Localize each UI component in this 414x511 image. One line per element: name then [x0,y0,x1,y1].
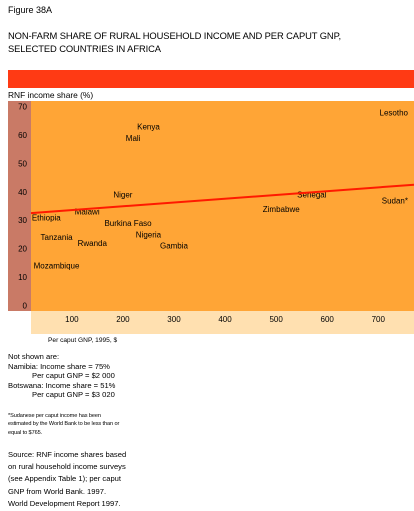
figure-title-line-2: SELECTED COUNTRIES IN AFRICA [8,43,161,54]
y-tick-label: 60 [18,131,27,140]
x-axis-background [31,311,414,334]
country-label: Ethiopia [32,213,61,222]
country-label: Mozambique [34,262,80,271]
source-line: on rural household income surveys [8,462,126,472]
country-label: Zimbabwe [263,205,300,214]
trend-line [30,183,414,215]
x-tick-label: 700 [372,315,386,324]
botswana-gnp: Per caput GNP = $3 020 [32,390,115,400]
y-tick-label: 30 [18,216,27,225]
plot-area [31,101,414,311]
x-tick-label: 100 [65,315,79,324]
source-line: GNP from World Bank. 1997. [8,486,107,496]
footnote-line: estimated by the World Bank to be less t… [8,421,120,428]
figure-title-line-1: NON-FARM SHARE OF RURAL HOUSEHOLD INCOME… [8,30,342,41]
y-tick-label: 50 [18,159,27,168]
country-label: Tanzania [41,233,74,242]
country-label: Burkina Faso [104,219,152,228]
y-tick-labels: 0 10 20 30 40 50 60 70 [18,103,27,311]
scatter-chart: 0 10 20 30 40 50 60 70 100 200 300 400 500 600 700 Le… [8,101,414,344]
not-shown-note: Not shown are: Namibia: Income share = 7… [8,352,115,400]
y-tick-label: 70 [18,103,27,112]
y-tick-label: 20 [18,245,27,254]
source-note: Source: RNF income shares based on rural… [8,449,126,510]
source-line: (see Appendix Table 1); per caput [8,474,121,484]
country-label: Nigeria [136,230,162,239]
y-tick-label: 10 [18,273,27,282]
x-tick-label: 300 [167,315,181,324]
footnote-line: equal to $765. [8,429,43,436]
country-labels: Lesotho Kenya Mali Niger Senegal Sudan* Malawi… [32,108,409,270]
header-band [8,70,414,88]
x-axis-title: Per caput GNP, 1995, $ [48,337,117,344]
source-line: World Development Report 1997. [8,498,121,508]
country-label: Sudan* [382,196,408,205]
y-tick-label: 40 [18,188,27,197]
country-label: Mali [126,134,141,143]
figure-label: Figure 38A [8,5,53,15]
y-axis-title: RNF income share (%) [8,90,94,100]
x-tick-label: 500 [269,315,283,324]
x-tick-labels: 100 200 300 400 500 600 700 [65,315,385,324]
y-axis-background [8,101,31,311]
country-label: Niger [113,191,132,200]
sudan-footnote: *Sudanese per caput income has been esti… [8,412,119,437]
y-tick-label: 0 [23,301,28,310]
x-tick-label: 200 [116,315,130,324]
namibia-gnp: Per caput GNP = $2 000 [32,371,115,381]
country-label: Malawi [75,208,100,217]
country-label: Rwanda [78,239,108,248]
x-tick-label: 400 [218,315,232,324]
not-shown-heading: Not shown are: [8,352,60,361]
country-label: Senegal [297,191,327,200]
country-label: Gambia [160,242,189,251]
namibia-income: Namibia: Income share = 75% [8,361,110,371]
botswana-income: Botswana: Income share = 51% [8,380,116,390]
figure-title: NON-FARM SHARE OF RURAL HOUSEHOLD INCOME… [8,29,341,55]
x-tick-label: 600 [321,315,335,324]
source-line: Source: RNF income shares based [8,450,127,459]
footnote-line: *Sudanese per caput income has been [8,413,101,419]
country-label: Lesotho [380,108,409,117]
country-label: Kenya [137,123,160,132]
